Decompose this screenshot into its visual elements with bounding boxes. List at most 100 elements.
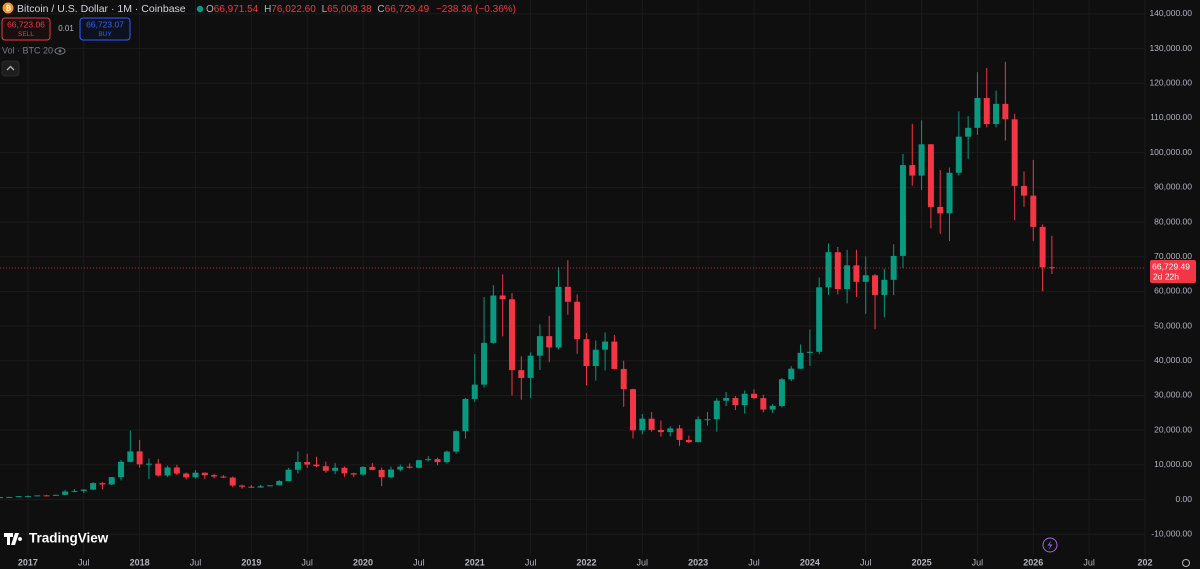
x-tick-label: 2024 [800,557,820,567]
candle-body [1039,226,1046,268]
x-tick-label: 2017 [18,557,38,567]
candle-body [304,461,311,465]
y-tick-label: 70,000.00 [1154,251,1192,261]
candle-body [751,393,758,399]
open-label: O [206,4,214,15]
buy-box[interactable] [79,17,131,41]
low-value: 65,008.38 [327,4,372,15]
candle-body [341,467,348,474]
sell-price: 66,723.06 [7,19,45,29]
candle-body [183,473,190,478]
candle-body [99,483,106,485]
last-price-box [1150,260,1196,284]
candle-body [415,460,422,468]
x-tick-label: Jul [972,557,984,567]
candle-body [192,472,199,478]
candle-body [443,451,450,463]
y-tick-label: 130,000.00 [1149,43,1192,53]
candle-body [508,299,515,371]
candle-body [481,342,488,385]
candle-body [313,464,320,467]
candle-body [685,439,692,443]
y-tick-label: 40,000.00 [1154,355,1192,365]
quick-action[interactable] [1042,537,1058,553]
candle-body [797,352,804,369]
collapse-button[interactable] [1,60,20,77]
candle-body [555,286,562,348]
sell-button[interactable]: 66,723.06 SELL [1,17,51,41]
candle-body [769,405,776,410]
x-tick-label: 2019 [241,557,261,567]
candle-body [564,286,571,302]
candle-body [462,398,469,432]
candle-body [574,301,581,340]
candle-body [43,495,50,497]
x-tick-label: Jul [860,557,872,567]
candle-body [266,485,273,487]
market-status [196,5,204,13]
settings-button[interactable] [1182,559,1190,567]
y-tick-label: 100,000.00 [1149,147,1192,157]
candle-body [862,275,869,282]
candle-body [937,206,944,214]
y-tick-label: 30,000.00 [1154,390,1192,400]
candle-body [844,265,851,290]
eye-icon[interactable] [54,47,66,55]
y-tick-label: 90,000.00 [1154,182,1192,192]
candle-body [62,491,69,495]
candle-body [490,295,497,343]
x-tick-label: Jul [1083,557,1095,567]
indicator-label: Vol · BTC 20 [2,45,53,55]
x-tick-label: Jul [78,557,90,567]
candle-body [52,494,59,496]
candle-body [611,341,618,369]
candle-body [71,490,78,492]
candle-body [229,477,236,486]
candle-body [499,295,506,300]
candle-body [630,389,637,431]
candle-body [965,127,972,137]
buy-label: BUY [98,31,112,38]
candle-body [108,477,115,485]
brand-logo [4,533,23,545]
y-tick-label: 0.00 [1175,494,1192,504]
candle-body [248,486,255,488]
candle-body [1048,267,1055,269]
candles [0,61,1055,499]
y-tick-label: 120,000.00 [1149,78,1192,88]
chart-title: Bitcoin / U.S. Dollar · 1M · Coinbase [17,3,186,15]
x-tick-label: 2020 [353,557,373,567]
collapse-box[interactable] [1,60,20,77]
y-tick-label: 140,000.00 [1149,8,1192,18]
candle-body [1002,103,1009,120]
candle-body [657,429,664,433]
candle-body [899,165,906,256]
candle-body [127,451,134,462]
y-tick-label: 60,000.00 [1154,286,1192,296]
candle-body [536,336,543,356]
y-tick-label: 10,000.00 [1154,459,1192,469]
settings-icon[interactable] [1182,559,1190,567]
candle-body [425,459,432,461]
x-tick-label: Jul [637,557,649,567]
candle-body [434,459,441,463]
y-tick-label: 110,000.00 [1150,112,1192,122]
candle-body [155,463,162,476]
quantity: 0.01 [58,24,74,33]
y-tick-label: 50,000.00 [1154,320,1192,330]
x-tick-label: Jul [301,557,313,567]
candle-body [360,466,367,475]
candle-body [1011,119,1018,186]
candle-body [397,466,404,470]
buy-button[interactable]: 66,723.07 BUY [79,17,131,41]
visibility-toggle[interactable] [54,47,66,55]
last-price-countdown: 2d 22h [1153,271,1179,281]
candle-body [239,485,246,487]
bitcoin-icon [2,2,14,14]
candle-body [15,496,22,498]
candle-body [220,476,227,478]
candle-body [834,252,841,290]
candle-body [974,97,981,128]
sell-box[interactable] [1,17,51,41]
quick-action-ring[interactable] [1042,537,1058,553]
